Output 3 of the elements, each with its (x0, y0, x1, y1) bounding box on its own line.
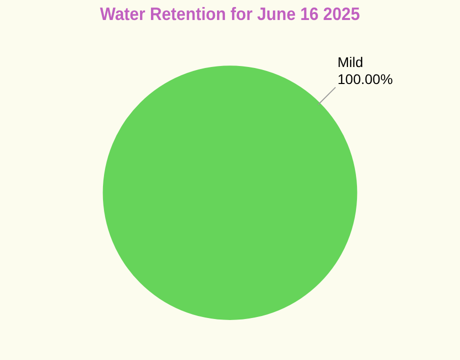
chart-title: Water Retention for June 16 2025 (100, 3, 360, 24)
data-label: 100.00% (338, 71, 393, 88)
slice-label: Mild (338, 54, 364, 70)
